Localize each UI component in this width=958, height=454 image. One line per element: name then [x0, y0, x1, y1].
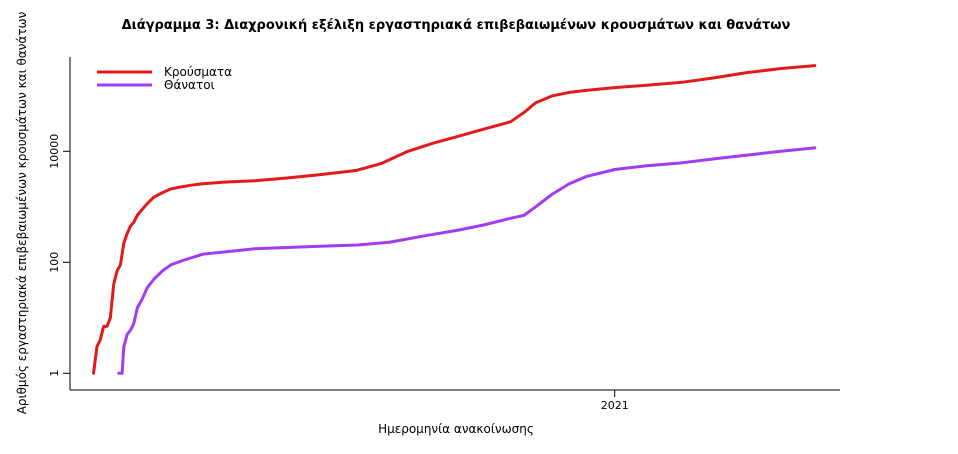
axes	[69, 57, 840, 391]
x-axis-title: Ημερομηνία ανακοίνωσης	[378, 422, 534, 436]
series-line	[92, 64, 817, 375]
y-tick-label: 100	[48, 252, 61, 273]
series-line	[117, 146, 817, 375]
x-ticks: 2021	[601, 390, 629, 412]
legend-label: Κρούσματα	[164, 65, 232, 79]
chart-title: Διάγραμμα 3: Διαχρονική εξέλιξη εργαστηρ…	[122, 18, 791, 33]
series-layer	[92, 64, 817, 375]
series-1	[92, 64, 817, 375]
y-tick-label: 1	[48, 370, 61, 377]
series-2	[117, 146, 817, 375]
y-tick-label: 10000	[48, 134, 61, 169]
y-axis-title: Αριθμός εργαστηριακά επιβεβαιωμένων κρου…	[15, 11, 29, 414]
x-tick-label: 2021	[601, 399, 629, 412]
y-ticks: 1 100 10000	[48, 134, 70, 377]
legend-label: Θάνατοι	[164, 78, 215, 92]
